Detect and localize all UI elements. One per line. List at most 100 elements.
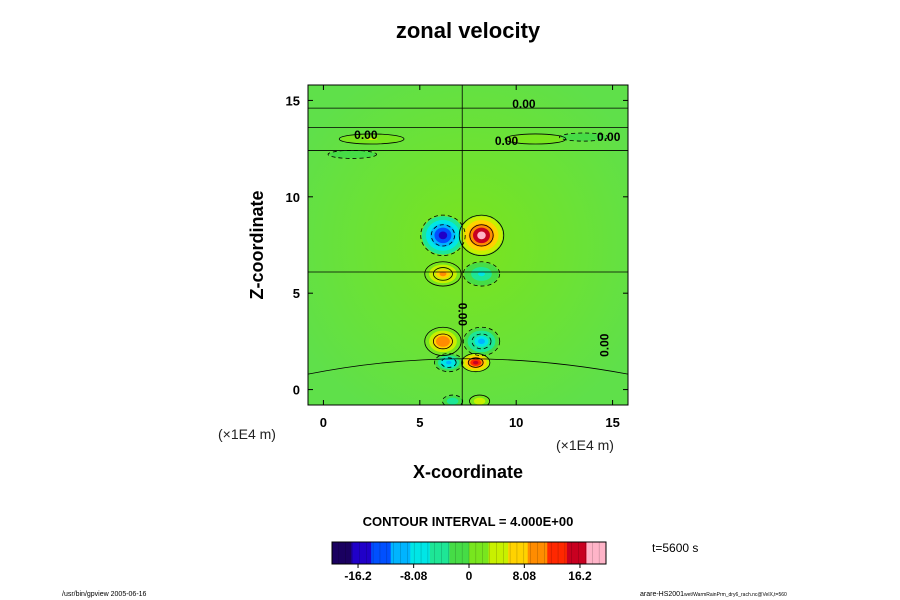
extremum-7-band-4 — [473, 360, 479, 365]
colorbar: -16.2 -8.08 0 8.08 16.2 — [331, 541, 607, 583]
x-axis-ticks: 0 5 10 15 — [320, 85, 620, 430]
extremum-5-band-4 — [478, 338, 485, 345]
extremum-6 — [435, 353, 463, 372]
x-axis-unit: (×1E4 m) — [556, 437, 614, 453]
y-axis-ticks: 0 5 10 15 — [286, 93, 628, 398]
extremum-13-band-4 — [579, 136, 589, 138]
contour-1 — [458, 214, 505, 257]
contour-inner-4 — [432, 333, 453, 350]
contour-2 — [424, 261, 462, 287]
extremum-1 — [460, 216, 503, 255]
extremum-3 — [464, 262, 499, 286]
colorbar-swatch-2 — [371, 542, 392, 564]
contour-inner-0 — [430, 224, 456, 247]
contour-label-5: 0.00 — [598, 333, 612, 357]
extremum-12-band-4 — [529, 138, 542, 140]
x-tick-label-3: 15 — [605, 415, 619, 430]
colorbar-swatch-6 — [449, 542, 470, 564]
colorbar-tick-label-3: 8.08 — [513, 569, 537, 583]
colorbar-swatch-8 — [488, 542, 509, 564]
extremum-8 — [442, 395, 463, 405]
extremum-2 — [425, 262, 461, 286]
extremum-6-band-4 — [446, 360, 452, 365]
contour-9 — [469, 394, 491, 405]
extremum-0 — [421, 216, 465, 255]
x-tick-label-2: 10 — [509, 415, 523, 430]
extremum-10-band-4 — [365, 138, 378, 140]
contour-label-4: 0.00 — [455, 303, 469, 327]
colorbar-swatch-13 — [586, 542, 607, 564]
extremum-4-band-4 — [439, 338, 447, 345]
colorbar-swatch-11 — [547, 542, 568, 564]
colorbar-swatch-9 — [508, 542, 529, 564]
contour-label-3: 0.00 — [597, 130, 621, 144]
extremum-11-band-4 — [347, 153, 357, 156]
y-axis-label: Z-coordinate — [247, 190, 267, 299]
footer-right-small: wet/WarmRainPrm_dry6_rach.nc@VelX,t=560 — [684, 592, 787, 598]
contour-4 — [424, 326, 462, 356]
contour-label-1: 0.00 — [354, 128, 378, 142]
contour-10 — [338, 133, 405, 145]
contour-13 — [558, 132, 609, 142]
colorbar-swatch-3 — [390, 542, 411, 564]
footer-right-main: arare-HS2001 — [640, 591, 684, 598]
chart-title: zonal velocity — [396, 18, 541, 43]
extremum-11 — [329, 150, 376, 159]
colorbar-swatch-7 — [469, 542, 490, 564]
time-label: t=5600 s — [652, 541, 698, 555]
contour-5 — [462, 326, 501, 356]
contour-inner-5 — [471, 333, 492, 350]
contour-label-0: 0.00 — [512, 97, 536, 111]
contour-interval-text: CONTOUR INTERVAL = 4.000E+00 — [363, 514, 574, 529]
extremum-9 — [469, 395, 490, 405]
extremum-2-band-4 — [439, 271, 447, 277]
extremum-8-band-4 — [450, 399, 455, 403]
contour-6 — [434, 353, 464, 373]
extremum-4 — [425, 327, 461, 355]
extremum-0-band-4 — [438, 231, 448, 240]
colorbar-swatch-10 — [527, 542, 548, 564]
contour-0 — [420, 214, 466, 257]
plot-area: 0.00 0.00 0.00 0.00 0.00 0.00 — [308, 85, 628, 405]
extremum-1-band-4 — [477, 231, 486, 240]
extremum-5 — [464, 327, 499, 355]
colorbar-swatch-1 — [351, 542, 372, 564]
contour-11 — [327, 149, 378, 159]
contour-lines — [308, 85, 628, 405]
footer-left-text: /usr/bin/gpview 2005-06-16 — [62, 591, 147, 598]
contour-label-2: 0.00 — [495, 134, 519, 148]
contour-7 — [461, 353, 491, 373]
colorbar-tick-label-2: 0 — [466, 569, 473, 583]
contour-inner-6 — [440, 357, 457, 368]
contour-inner-7 — [467, 357, 484, 368]
contour-3 — [462, 261, 501, 287]
contour-12 — [504, 133, 567, 145]
colorbar-swatch-0 — [332, 542, 353, 564]
x-tick-label-1: 5 — [416, 415, 423, 430]
y-tick-label-1: 5 — [293, 286, 300, 301]
colorbar-tick-label-0: -16.2 — [344, 569, 372, 583]
extremum-3-band-4 — [478, 271, 485, 277]
colorbar-swatch-5 — [429, 542, 450, 564]
contour-8 — [442, 394, 464, 405]
extremum-7 — [462, 353, 490, 372]
extremum-10 — [340, 134, 403, 144]
y-tick-label-3: 15 — [286, 93, 300, 108]
y-tick-label-0: 0 — [293, 383, 300, 398]
contour-labels: 0.00 0.00 0.00 0.00 0.00 0.00 — [354, 97, 621, 357]
colorbar-swatch-4 — [410, 542, 431, 564]
plot-frame — [307, 84, 629, 406]
x-axis-label: X-coordinate — [413, 462, 523, 482]
contour-inner-2 — [432, 267, 453, 281]
extremum-13 — [560, 133, 607, 141]
y-tick-label-2: 10 — [286, 190, 300, 205]
y-axis-unit: (×1E4 m) — [218, 426, 276, 442]
colorbar-tick-label-1: -8.08 — [400, 569, 428, 583]
colorbar-tick-label-4: 16.2 — [568, 569, 592, 583]
colorbar-swatch-12 — [566, 542, 587, 564]
footer-right-text: arare-HS2001wet/WarmRainPrm_dry6_rach.nc… — [640, 591, 787, 598]
zero-contour-4 — [308, 358, 628, 375]
extremum-12 — [506, 134, 565, 144]
x-tick-label-0: 0 — [320, 415, 327, 430]
